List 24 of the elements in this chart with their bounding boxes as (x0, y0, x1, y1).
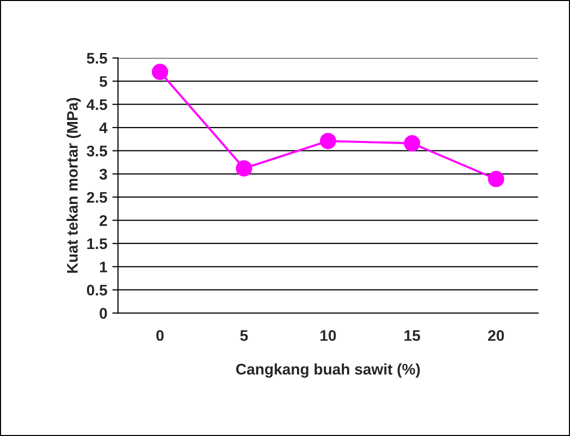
y-tick-label: 2 (100, 215, 107, 226)
y-tick-label: 1.5 (87, 238, 108, 250)
y-tick-label: 5 (100, 76, 108, 87)
x-tick-label: 0 (156, 330, 164, 341)
y-tick-label: 2.5 (86, 192, 108, 203)
x-tick-label: 20 (488, 330, 504, 341)
y-axis-title: Kuat tekan mortar (MPa) (66, 98, 81, 273)
point (236, 160, 252, 177)
y-tick-label: 0.5 (86, 284, 108, 296)
point (404, 135, 420, 152)
y-tick-label: 1 (100, 262, 108, 272)
x-tick-label: 5 (240, 330, 248, 341)
point (320, 132, 336, 150)
y-tick-label: 0 (100, 308, 107, 319)
x-axis-title: Cangkang buah sawit (%) (236, 363, 420, 378)
y-tick-label: 3.5 (86, 146, 108, 156)
point (488, 170, 504, 188)
y-tick-label: 3 (99, 168, 108, 180)
y-tick-label: 4 (99, 122, 108, 134)
y-tick-label: 4.5 (86, 99, 108, 110)
y-tick-label: 5.5 (86, 53, 108, 64)
x-tick-label: 15 (404, 330, 420, 341)
point (152, 64, 168, 80)
x-tick-label: 10 (320, 330, 336, 341)
